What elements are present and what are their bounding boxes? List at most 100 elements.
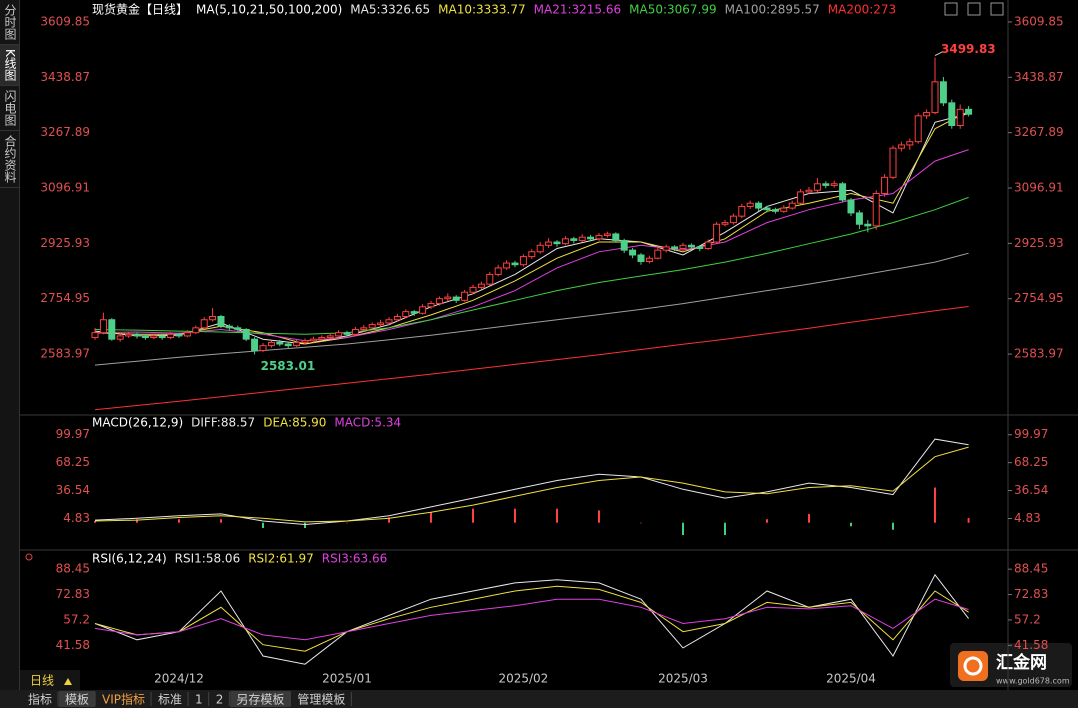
high-label: 3499.83 xyxy=(941,42,996,56)
candle-body xyxy=(435,298,443,305)
y-tick-label: 88.45 xyxy=(56,562,90,576)
legend-entry: MA50:3067.99 xyxy=(629,3,717,17)
candle-body xyxy=(528,251,536,258)
candle-body xyxy=(99,319,107,334)
indicator-label: MA(5,10,21,50,100,200) xyxy=(196,3,342,17)
bottom-tab[interactable]: 模板 xyxy=(65,693,89,707)
sidebar-tab[interactable]: 分时图 xyxy=(0,0,19,45)
window-icon[interactable] xyxy=(944,2,958,16)
candle-body xyxy=(780,207,788,212)
candle-body xyxy=(603,233,611,237)
low-label: 2583.01 xyxy=(261,359,316,373)
candle-body xyxy=(326,335,334,339)
candle-body xyxy=(587,236,595,240)
candle-body xyxy=(763,207,771,211)
candle-body xyxy=(242,328,250,340)
y-tick-label: 41.58 xyxy=(1014,638,1048,652)
indicator-line xyxy=(94,113,969,345)
candle-body xyxy=(889,147,897,178)
candle-body xyxy=(965,108,973,115)
macd-bar xyxy=(556,508,558,523)
logo-glyph xyxy=(963,656,983,676)
candle-body xyxy=(494,267,502,275)
candle-body xyxy=(519,256,527,266)
tab-bg[interactable] xyxy=(59,691,96,707)
bottom-tab[interactable]: 管理模板 xyxy=(297,692,345,707)
bottom-tab[interactable]: 1 xyxy=(195,693,203,707)
indicator-line xyxy=(94,149,969,342)
macd-bar xyxy=(766,519,768,523)
candle-body xyxy=(545,241,553,246)
panel-icon xyxy=(25,553,33,561)
candle-body xyxy=(578,236,586,241)
legend-entry: MA5:3326.65 xyxy=(350,3,430,17)
tab-bg[interactable] xyxy=(152,691,189,707)
candle-body xyxy=(830,183,838,186)
candle-body xyxy=(150,335,158,339)
candle-body xyxy=(486,273,494,285)
indicator-line xyxy=(94,438,969,526)
sidebar-tab[interactable]: K线图 xyxy=(0,45,19,86)
candle-body xyxy=(620,239,628,251)
macd-bar xyxy=(430,512,432,523)
candle-body xyxy=(183,332,191,337)
macd-bar xyxy=(346,522,348,524)
bottom-tab[interactable]: 另存模板 xyxy=(236,693,284,707)
macd-bar xyxy=(640,522,642,524)
tab-bg[interactable] xyxy=(22,691,59,707)
sidebar-tab[interactable]: 合约资料 xyxy=(0,131,19,188)
y-tick-label: 72.83 xyxy=(1014,587,1048,601)
window-icon[interactable] xyxy=(967,2,981,16)
legend-entry: MACD:5.34 xyxy=(334,416,401,430)
macd-bar xyxy=(724,522,726,536)
bottom-tab[interactable]: 2 xyxy=(216,693,224,707)
candle-body xyxy=(158,335,166,339)
candle-body xyxy=(595,235,603,240)
tab-bg[interactable] xyxy=(189,691,209,707)
y-tick-label: 2925.93 xyxy=(1014,236,1064,250)
candle-body xyxy=(402,311,410,318)
legend-entry: MA200:273 xyxy=(828,3,896,17)
y-tick-label: 2754.95 xyxy=(1014,291,1064,305)
candle-body xyxy=(805,189,813,193)
candle-body xyxy=(301,340,309,343)
macd-bar xyxy=(178,519,180,523)
macd-bar xyxy=(514,508,516,523)
candle-body xyxy=(209,316,217,321)
bottom-tab[interactable]: 标准 xyxy=(158,693,182,707)
candle-body xyxy=(251,338,259,351)
candle-body xyxy=(192,327,200,334)
sidebar-tab[interactable]: 闪电图 xyxy=(0,86,19,131)
tab-bg[interactable] xyxy=(209,691,230,707)
candle-body xyxy=(839,183,847,201)
candle-body xyxy=(755,202,763,209)
candle-body xyxy=(570,238,578,241)
bottom-tab[interactable]: VIP指标 xyxy=(102,692,145,707)
indicator-line xyxy=(94,110,969,345)
y-tick-label: 2754.95 xyxy=(40,291,90,305)
candle-body xyxy=(956,108,964,127)
candle-body xyxy=(847,199,855,214)
tab-bg[interactable] xyxy=(291,691,352,707)
logo-icon xyxy=(958,651,988,681)
candle-body xyxy=(234,327,242,330)
candle-body xyxy=(629,249,637,256)
candle-body xyxy=(797,191,805,204)
indicator-line xyxy=(94,196,969,335)
candle-body xyxy=(503,262,511,269)
tab-bg[interactable] xyxy=(230,691,291,707)
period-label[interactable]: 日线 xyxy=(30,674,54,688)
window-icon[interactable] xyxy=(990,2,1004,16)
x-tick-label: 2025/04 xyxy=(826,672,876,686)
legend-entry: MA100:2895.57 xyxy=(725,3,820,17)
tab-bg[interactable] xyxy=(96,691,152,707)
candle-body xyxy=(939,81,947,104)
candle-body xyxy=(284,343,292,347)
y-tick-label: 68.25 xyxy=(1014,455,1048,469)
candle-body xyxy=(469,286,477,293)
y-tick-label: 57.2 xyxy=(1014,612,1041,626)
bottom-tab[interactable]: 指标 xyxy=(28,692,52,707)
candle-body xyxy=(444,296,452,300)
y-tick-label: 2925.93 xyxy=(40,236,90,250)
